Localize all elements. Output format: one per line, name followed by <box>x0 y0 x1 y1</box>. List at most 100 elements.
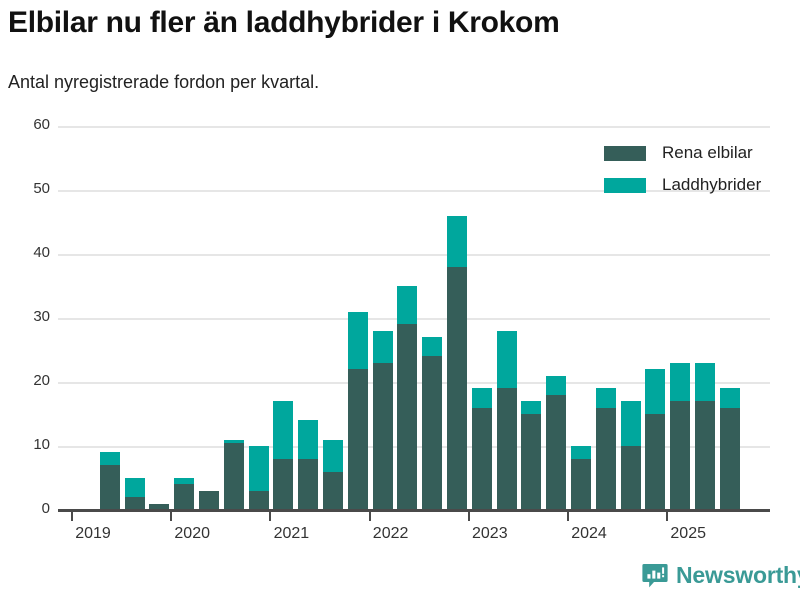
bar-segment-rena-elbilar[interactable] <box>223 442 244 510</box>
bar-segment-rena-elbilar[interactable] <box>422 356 443 510</box>
x-axis-tick-mark <box>170 512 173 521</box>
bar-column[interactable] <box>571 446 591 510</box>
bar-column[interactable] <box>347 311 368 510</box>
bar-segment-laddhybrider[interactable] <box>571 446 591 459</box>
bar-segment-rena-elbilar[interactable] <box>620 446 641 510</box>
bar-chart-speech-bubble-icon <box>642 563 668 589</box>
bar-column[interactable] <box>645 369 666 510</box>
bar-segment-laddhybrider[interactable] <box>273 401 294 459</box>
x-axis-tick-label: 2019 <box>75 525 111 542</box>
bar-segment-rena-elbilar[interactable] <box>645 414 666 510</box>
bar-segment-rena-elbilar[interactable] <box>447 266 467 510</box>
legend-item[interactable]: Rena elbilar <box>604 140 761 166</box>
bar-column[interactable] <box>695 362 715 510</box>
bar-segment-rena-elbilar[interactable] <box>248 490 269 510</box>
bar-segment-rena-elbilar[interactable] <box>471 407 492 510</box>
bar-column[interactable] <box>298 420 319 510</box>
bar-segment-rena-elbilar[interactable] <box>372 362 393 510</box>
bar-segment-rena-elbilar[interactable] <box>124 497 145 510</box>
x-axis-tick-label: 2022 <box>372 525 409 542</box>
bar-segment-laddhybrider[interactable] <box>248 446 269 491</box>
bar-column[interactable] <box>546 375 567 510</box>
bar-segment-rena-elbilar[interactable] <box>670 401 691 510</box>
bar-column[interactable] <box>521 401 542 510</box>
bar-segment-laddhybrider[interactable] <box>124 478 145 498</box>
bar-segment-laddhybrider[interactable] <box>595 388 616 408</box>
bar-segment-laddhybrider[interactable] <box>546 375 567 395</box>
bar-segment-laddhybrider[interactable] <box>496 330 517 389</box>
bar-segment-laddhybrider[interactable] <box>521 401 542 414</box>
page-title: Elbilar nu fler än laddhybrider i Krokom <box>8 6 560 39</box>
bar-segment-rena-elbilar[interactable] <box>199 490 219 510</box>
bar-segment-rena-elbilar[interactable] <box>571 458 591 510</box>
bar-segment-rena-elbilar[interactable] <box>546 394 567 510</box>
bar-segment-rena-elbilar[interactable] <box>174 484 195 510</box>
bar-column[interactable] <box>174 478 195 510</box>
y-axis-tick-label: 60 <box>33 116 50 133</box>
bar-column[interactable] <box>273 401 294 510</box>
bar-segment-rena-elbilar[interactable] <box>323 471 343 510</box>
bar-column[interactable] <box>223 439 244 510</box>
gridline <box>58 126 770 128</box>
bar-column[interactable] <box>447 215 467 510</box>
bar-segment-rena-elbilar[interactable] <box>149 503 170 510</box>
bar-segment-rena-elbilar[interactable] <box>695 401 715 510</box>
bar-column[interactable] <box>422 337 443 510</box>
bar-segment-laddhybrider[interactable] <box>670 362 691 402</box>
bar-segment-laddhybrider[interactable] <box>174 478 195 485</box>
bar-column[interactable] <box>620 401 641 510</box>
legend-item[interactable]: Laddhybrider <box>604 172 761 198</box>
y-axis-tick-label: 0 <box>41 500 50 517</box>
bar-segment-rena-elbilar[interactable] <box>347 369 368 510</box>
bar-segment-laddhybrider[interactable] <box>695 362 715 402</box>
x-axis-tick-label: 2023 <box>472 525 508 542</box>
gridline <box>58 254 770 256</box>
bar-segment-laddhybrider[interactable] <box>298 420 319 459</box>
bar-column[interactable] <box>149 503 170 510</box>
bar-segment-laddhybrider[interactable] <box>620 401 641 446</box>
bar-segment-rena-elbilar[interactable] <box>496 388 517 510</box>
bar-column[interactable] <box>471 388 492 510</box>
page-subtitle: Antal nyregistrerade fordon per kvartal. <box>8 72 320 92</box>
newsworthy-wordmark: Newsworthy <box>676 562 800 588</box>
legend-item-label: Laddhybrider <box>662 175 762 194</box>
bar-segment-laddhybrider[interactable] <box>422 337 443 357</box>
y-axis-tick-label: 30 <box>33 308 50 325</box>
y-axis-tick-label: 40 <box>33 244 50 261</box>
bar-segment-laddhybrider[interactable] <box>645 369 666 414</box>
bar-column[interactable] <box>323 439 343 510</box>
bar-column[interactable] <box>397 286 418 510</box>
bar-column[interactable] <box>670 362 691 510</box>
bar-segment-rena-elbilar[interactable] <box>298 458 319 510</box>
bar-segment-laddhybrider[interactable] <box>99 452 120 466</box>
bar-segment-rena-elbilar[interactable] <box>719 407 740 510</box>
bar-segment-laddhybrider[interactable] <box>372 330 393 363</box>
bar-segment-rena-elbilar[interactable] <box>595 407 616 510</box>
bar-segment-rena-elbilar[interactable] <box>521 414 542 510</box>
bar-segment-laddhybrider[interactable] <box>223 439 244 443</box>
x-axis-tick-mark <box>269 512 272 521</box>
bar-column[interactable] <box>199 490 219 510</box>
bar-column[interactable] <box>124 478 145 510</box>
bar-segment-rena-elbilar[interactable] <box>273 458 294 510</box>
y-axis-tick-label: 50 <box>33 180 50 197</box>
x-axis-tick-label: 2025 <box>670 525 706 542</box>
bar-segment-laddhybrider[interactable] <box>719 388 740 408</box>
x-axis-tick-mark <box>71 512 73 521</box>
bar-segment-laddhybrider[interactable] <box>323 439 343 472</box>
bar-segment-laddhybrider[interactable] <box>471 388 492 408</box>
bar-segment-laddhybrider[interactable] <box>397 286 418 325</box>
y-axis-tick-label: 20 <box>33 372 50 389</box>
bar-column[interactable] <box>99 452 120 510</box>
bar-segment-laddhybrider[interactable] <box>347 311 368 370</box>
bar-segment-rena-elbilar[interactable] <box>99 465 120 510</box>
bar-segment-rena-elbilar[interactable] <box>397 324 418 510</box>
bar-column[interactable] <box>372 330 393 510</box>
x-axis-tick-label: 2024 <box>571 525 607 542</box>
bar-column[interactable] <box>719 388 740 510</box>
bar-column[interactable] <box>248 446 269 510</box>
bar-column[interactable] <box>496 330 517 510</box>
bar-column[interactable] <box>595 388 616 510</box>
bar-segment-laddhybrider[interactable] <box>447 215 467 267</box>
